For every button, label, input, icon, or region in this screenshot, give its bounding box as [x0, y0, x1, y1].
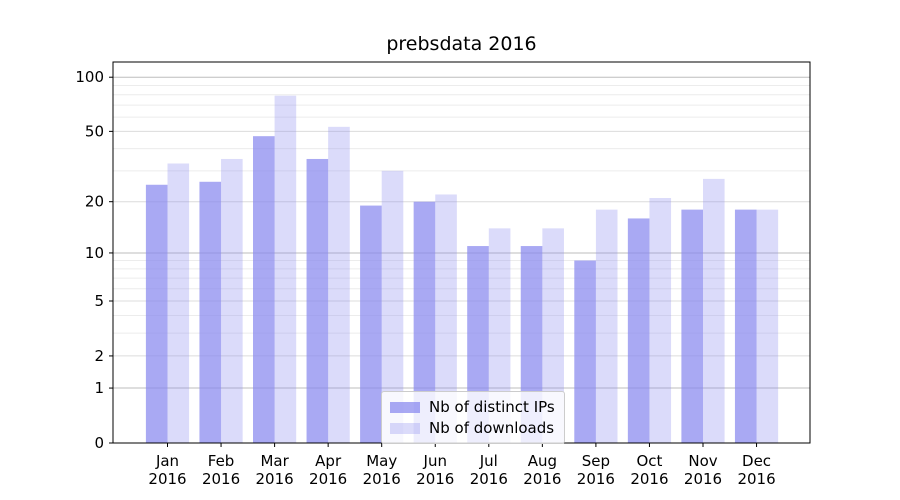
bar-downloads-jan [167, 163, 190, 443]
y-tick-label: 2 [94, 347, 104, 365]
bar-downloads-dec [756, 209, 779, 443]
x-tick-label-year: 2016 [737, 470, 775, 488]
bar-ips-mar [253, 136, 275, 444]
bar-downloads-may [381, 170, 404, 444]
bar-downloads-jun [435, 194, 457, 443]
x-axis: Jan2016Feb2016Mar2016Apr2016May2016Jun20… [148, 443, 776, 488]
x-tick-label-year: 2016 [309, 470, 347, 488]
bar-ips-dec [734, 209, 757, 443]
x-tick-label-month: Oct [636, 452, 662, 470]
legend-swatch-downloads [390, 422, 420, 434]
x-tick-label-month: Mar [260, 452, 289, 470]
legend-label-distinct-ips: Nb of distinct IPs [429, 398, 555, 416]
bar-ips-nov [681, 209, 703, 443]
bar-downloads-feb [221, 158, 243, 443]
legend-item-distinct-ips: Nb of distinct IPs [390, 399, 555, 415]
bar-ips-oct [627, 218, 650, 443]
legend-label-downloads: Nb of downloads [429, 419, 555, 437]
chart-title: prebsdata 2016 [386, 33, 537, 55]
y-tick-label: 1 [94, 379, 104, 397]
x-tick-label-year: 2016 [148, 470, 186, 488]
y-tick-label: 20 [85, 193, 104, 211]
x-tick-label-month: Aug [528, 452, 557, 470]
y-tick-label: 10 [85, 244, 104, 262]
x-tick-label-month: Nov [688, 452, 717, 470]
bar-downloads-aug [542, 228, 564, 443]
x-tick-label-year: 2016 [577, 470, 615, 488]
x-tick-label-month: Sep [582, 452, 610, 470]
legend-item-downloads: Nb of downloads [390, 420, 555, 436]
y-tick-label: 100 [75, 68, 104, 86]
bar-downloads-apr [328, 126, 350, 444]
bar-ips-apr [306, 158, 329, 443]
x-tick-label-month: Dec [742, 452, 771, 470]
gridlines [113, 76, 810, 389]
bars [145, 95, 779, 444]
bar-ips-jun [413, 201, 436, 443]
x-tick-label-year: 2016 [470, 470, 508, 488]
bar-ips-sep [574, 260, 596, 443]
x-tick-label-month: Jun [423, 452, 447, 470]
x-tick-label-month: Feb [208, 452, 235, 470]
x-tick-label-year: 2016 [202, 470, 240, 488]
y-tick-label: 5 [94, 292, 104, 310]
x-tick-label-year: 2016 [363, 470, 401, 488]
x-tick-label-year: 2016 [523, 470, 561, 488]
legend: Nb of distinct IPs Nb of downloads [381, 391, 565, 444]
bar-ips-jan [145, 184, 168, 443]
x-tick-label-year: 2016 [256, 470, 294, 488]
bar-ips-may [360, 205, 382, 443]
bar-downloads-jul [488, 228, 511, 443]
bar-ips-feb [199, 181, 222, 443]
bar-downloads-sep [595, 209, 618, 443]
x-tick-label-month: May [366, 452, 397, 470]
y-tick-label: 0 [94, 434, 104, 452]
bar-downloads-oct [649, 198, 672, 443]
x-tick-label-month: Jul [479, 452, 498, 470]
bar-downloads-mar [274, 95, 297, 443]
x-tick-label-year: 2016 [630, 470, 668, 488]
x-tick-label-month: Apr [315, 452, 342, 470]
legend-swatch-distinct-ips [390, 401, 420, 413]
y-axis: 0 1 2 5 10 20 50 100 [75, 68, 113, 452]
bar-downloads-nov [703, 178, 725, 443]
x-tick-label-month: Jan [155, 452, 179, 470]
x-tick-label-year: 2016 [416, 470, 454, 488]
x-tick-label-year: 2016 [684, 470, 722, 488]
y-tick-label: 50 [85, 122, 104, 140]
